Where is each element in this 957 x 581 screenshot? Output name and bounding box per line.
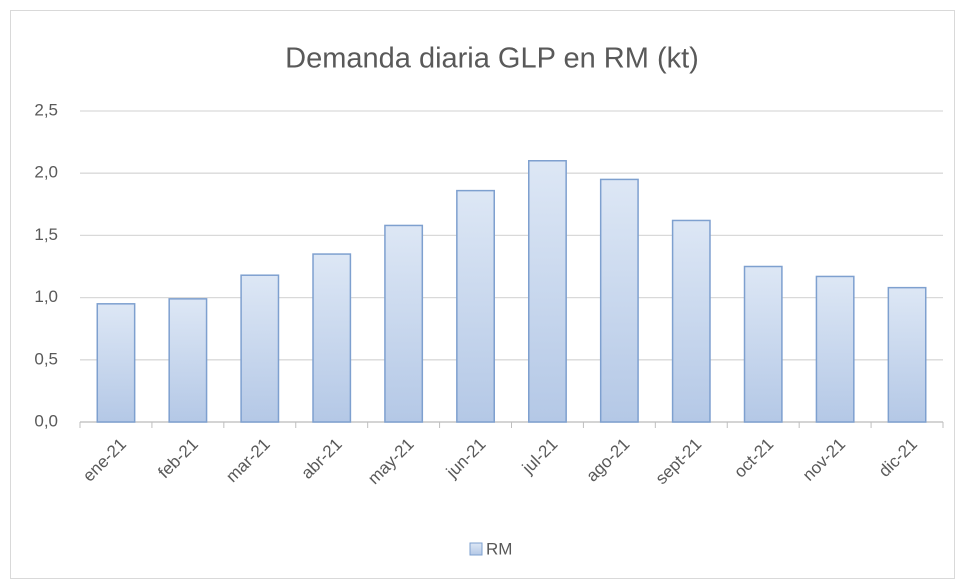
bar [168, 298, 208, 423]
y-tick-label: 2,0 [34, 163, 58, 182]
bar [599, 178, 639, 423]
legend-swatch [469, 542, 483, 556]
y-tick-label: 1,0 [34, 287, 58, 306]
y-tick-label: 1,5 [34, 225, 58, 244]
bar [312, 253, 352, 423]
y-tick-label: 2,5 [34, 100, 58, 119]
chart-title: Demanda diaria GLP en RM (kt) [285, 43, 699, 75]
bar [671, 219, 711, 423]
bar [456, 189, 495, 423]
bar [743, 265, 783, 423]
bar [815, 275, 855, 423]
bar [240, 274, 280, 423]
bar [887, 286, 927, 423]
bar [528, 160, 567, 423]
y-tick-label: 0,0 [34, 411, 58, 430]
y-tick-label: 0,5 [34, 349, 58, 368]
bar [96, 303, 136, 423]
bar [384, 224, 424, 423]
legend-label: RM [486, 539, 512, 558]
